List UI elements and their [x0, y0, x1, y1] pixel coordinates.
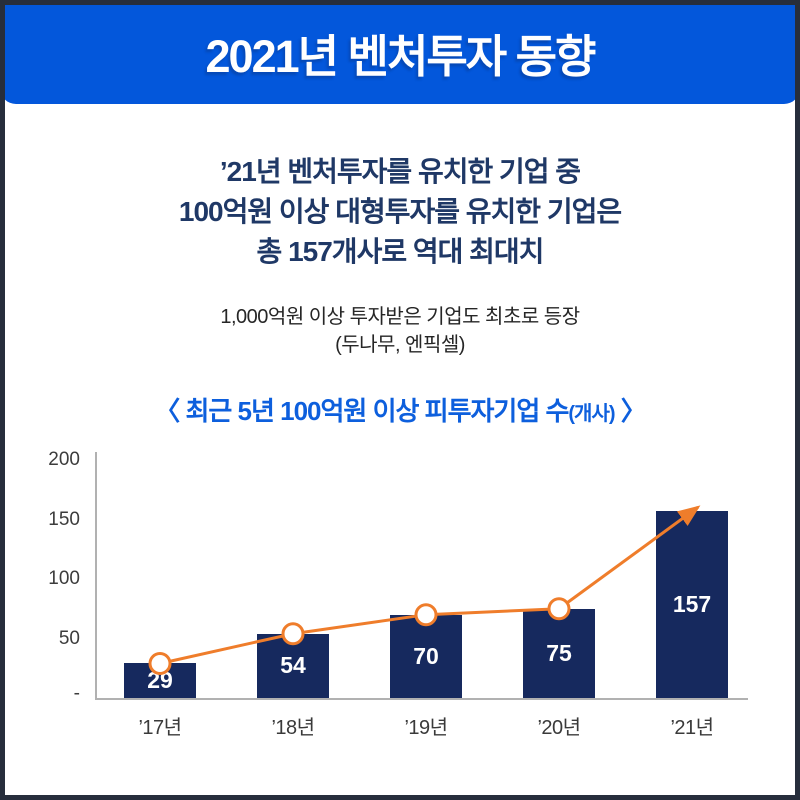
statement-line-3: 총 157개사로 역대 최대치 [256, 236, 545, 267]
x-axis-line [95, 698, 748, 700]
bar-value-label: 157 [672, 591, 712, 618]
x-axis-label: ’17년 [138, 717, 182, 739]
bar-value-label: 70 [413, 642, 439, 669]
trend-line [159, 607, 560, 665]
line-marker [547, 597, 571, 621]
header-banner: 2021년 벤처투자 동향 [0, 0, 800, 104]
chart-title-unit: (개사) [568, 403, 615, 425]
statement-line-2: 100억원 이상 대형투자를 유치한 기업은 [178, 196, 622, 227]
chart-title: 〈 최근 5년 100억원 이상 피투자기업 수(개사) 〉 [0, 391, 800, 428]
y-axis-tick: 100 [48, 568, 80, 589]
sub-note: 1,000억원 이상 투자받은 기업도 최초로 등장 (두나무, 엔픽셀) [0, 303, 800, 359]
line-marker [414, 603, 438, 627]
main-statement: ’21년 벤처투자를 유치한 기업 중 100억원 이상 대형투자를 유치한 기… [0, 152, 800, 272]
chart-title-close-bracket: 〉 [614, 396, 647, 426]
x-axis-label: ’18년 [271, 717, 315, 739]
bar-value-label: 54 [280, 652, 306, 679]
chart-title-main: 최근 5년 100억원 이상 피투자기업 수 [185, 396, 569, 426]
bar: 70 [390, 614, 462, 698]
bar: 157 [656, 511, 728, 698]
subnote-line-2: (두나무, 엔픽셀) [335, 334, 465, 356]
y-axis-tick: - [73, 683, 80, 704]
line-marker [148, 651, 172, 675]
trend-arrow [558, 505, 701, 610]
y-axis-tick: 200 [48, 449, 80, 470]
bar-value-label: 75 [546, 639, 572, 666]
bar: 75 [523, 608, 595, 698]
x-axis-label: ’19년 [404, 717, 448, 739]
y-axis-tick: 50 [58, 627, 80, 649]
line-marker [281, 622, 305, 646]
x-axis-label: ’21년 [670, 717, 714, 739]
y-axis-tick: 150 [48, 508, 80, 530]
y-axis-line [95, 452, 97, 700]
chart-title-open-bracket: 〈 [154, 396, 186, 426]
subnote-line-1: 1,000억원 이상 투자받은 기업도 최초로 등장 [220, 306, 580, 328]
x-axis-label: ’20년 [537, 717, 581, 739]
page-title: 2021년 벤처투자 동향 [205, 30, 597, 82]
statement-line-1: ’21년 벤처투자를 유치한 기업 중 [219, 156, 581, 187]
